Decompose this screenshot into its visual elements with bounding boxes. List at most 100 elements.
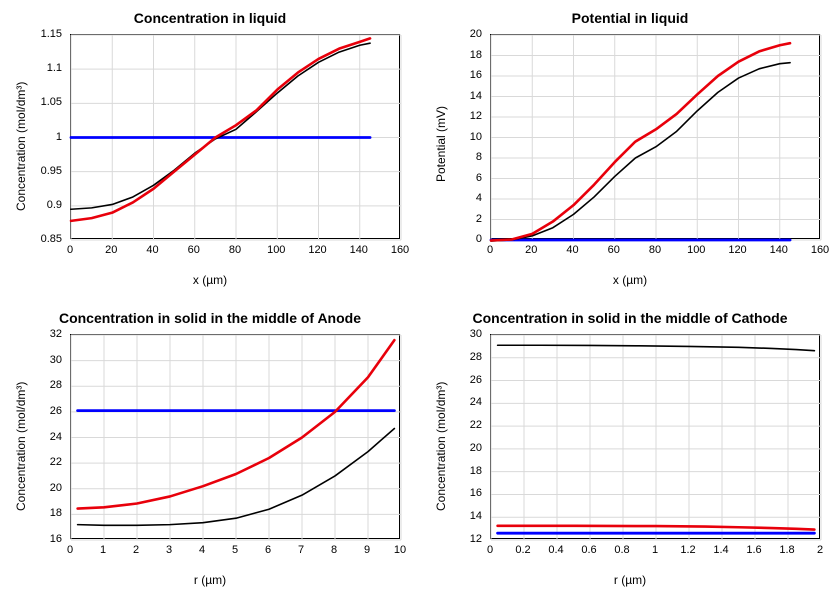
y-tick-label: 18 [440, 49, 482, 61]
y-tick-label: 16 [440, 69, 482, 81]
series-black [71, 43, 370, 209]
x-tick-label: 2 [133, 544, 139, 556]
x-axis-label: x (µm) [0, 273, 420, 287]
plot-svg [71, 35, 399, 238]
x-tick-label: 1.6 [746, 544, 761, 556]
x-tick-label: 40 [146, 244, 158, 256]
x-tick-label: 1 [100, 544, 106, 556]
chart-title: Concentration in solid in the middle of … [0, 310, 420, 326]
y-tick-label: 0.95 [20, 165, 62, 177]
y-tick-label: 0.9 [20, 199, 62, 211]
x-tick-label: 10 [394, 544, 406, 556]
y-tick-label: 4 [440, 192, 482, 204]
y-tick-label: 2 [440, 213, 482, 225]
y-tick-label: 0 [440, 233, 482, 245]
y-tick-label: 18 [20, 507, 62, 519]
plot-area [70, 334, 400, 539]
y-tick-label: 24 [20, 431, 62, 443]
x-tick-label: 0.2 [515, 544, 530, 556]
x-tick-label: 0 [487, 544, 493, 556]
x-tick-label: 2 [817, 544, 823, 556]
y-tick-label: 20 [20, 482, 62, 494]
chart-title: Concentration in solid in the middle of … [420, 310, 840, 326]
x-tick-label: 6 [265, 544, 271, 556]
y-tick-label: 6 [440, 172, 482, 184]
y-tick-label: 1.05 [20, 96, 62, 108]
plot-svg [491, 35, 819, 238]
x-tick-label: 0.8 [614, 544, 629, 556]
y-tick-label: 26 [440, 374, 482, 386]
chart-title: Concentration in liquid [0, 10, 420, 26]
x-tick-label: 140 [350, 244, 368, 256]
y-tick-label: 20 [440, 28, 482, 40]
y-tick-label: 12 [440, 533, 482, 545]
plot-area [490, 34, 820, 239]
x-axis-label: x (µm) [420, 273, 840, 287]
y-tick-label: 28 [20, 379, 62, 391]
x-tick-label: 20 [105, 244, 117, 256]
x-tick-label: 40 [566, 244, 578, 256]
y-tick-label: 1.15 [20, 28, 62, 40]
series-red [71, 38, 370, 220]
y-tick-label: 14 [440, 510, 482, 522]
x-tick-label: 0 [487, 244, 493, 256]
x-tick-label: 0.6 [581, 544, 596, 556]
y-tick-label: 14 [440, 90, 482, 102]
x-axis-label: r (µm) [420, 573, 840, 587]
y-tick-label: 30 [20, 354, 62, 366]
x-tick-label: 3 [166, 544, 172, 556]
y-tick-label: 16 [440, 487, 482, 499]
x-tick-label: 1.4 [713, 544, 728, 556]
x-tick-label: 0 [67, 544, 73, 556]
x-tick-label: 0 [67, 244, 73, 256]
y-tick-label: 1 [20, 131, 62, 143]
y-tick-label: 22 [440, 419, 482, 431]
x-tick-label: 80 [229, 244, 241, 256]
x-tick-label: 100 [687, 244, 705, 256]
x-tick-label: 120 [308, 244, 326, 256]
panel-liq-conc: Concentration in liquidConcentration (mo… [0, 0, 420, 300]
y-tick-label: 18 [440, 465, 482, 477]
x-tick-label: 1.2 [680, 544, 695, 556]
series-red [491, 43, 790, 240]
y-tick-label: 24 [440, 396, 482, 408]
panel-cathode: Concentration in solid in the middle of … [420, 300, 840, 600]
x-tick-label: 4 [199, 544, 205, 556]
x-tick-label: 5 [232, 544, 238, 556]
panel-anode: Concentration in solid in the middle of … [0, 300, 420, 600]
panel-liq-pot: Potential in liquidPotential (mV)x (µm)0… [420, 0, 840, 300]
y-tick-label: 26 [20, 405, 62, 417]
chart-title: Potential in liquid [420, 10, 840, 26]
x-tick-label: 7 [298, 544, 304, 556]
y-tick-label: 28 [440, 351, 482, 363]
x-tick-label: 0.4 [548, 544, 563, 556]
x-tick-label: 1 [652, 544, 658, 556]
x-tick-label: 80 [649, 244, 661, 256]
x-axis-label: r (µm) [0, 573, 420, 587]
x-tick-label: 160 [811, 244, 829, 256]
y-tick-label: 16 [20, 533, 62, 545]
x-tick-label: 8 [331, 544, 337, 556]
plot-area [70, 34, 400, 239]
x-tick-label: 60 [188, 244, 200, 256]
y-tick-label: 20 [440, 442, 482, 454]
y-tick-label: 0.85 [20, 233, 62, 245]
y-tick-label: 8 [440, 151, 482, 163]
y-tick-label: 10 [440, 131, 482, 143]
y-tick-label: 1.1 [20, 62, 62, 74]
plot-area [490, 334, 820, 539]
plot-svg [491, 335, 819, 538]
x-tick-label: 9 [364, 544, 370, 556]
series-black [491, 63, 790, 241]
x-tick-label: 60 [608, 244, 620, 256]
x-tick-label: 120 [728, 244, 746, 256]
plot-svg [71, 335, 399, 538]
y-tick-label: 12 [440, 110, 482, 122]
x-tick-label: 100 [267, 244, 285, 256]
y-tick-label: 30 [440, 328, 482, 340]
x-tick-label: 1.8 [779, 544, 794, 556]
x-tick-label: 140 [770, 244, 788, 256]
x-tick-label: 160 [391, 244, 409, 256]
x-tick-label: 20 [525, 244, 537, 256]
y-tick-label: 32 [20, 328, 62, 340]
